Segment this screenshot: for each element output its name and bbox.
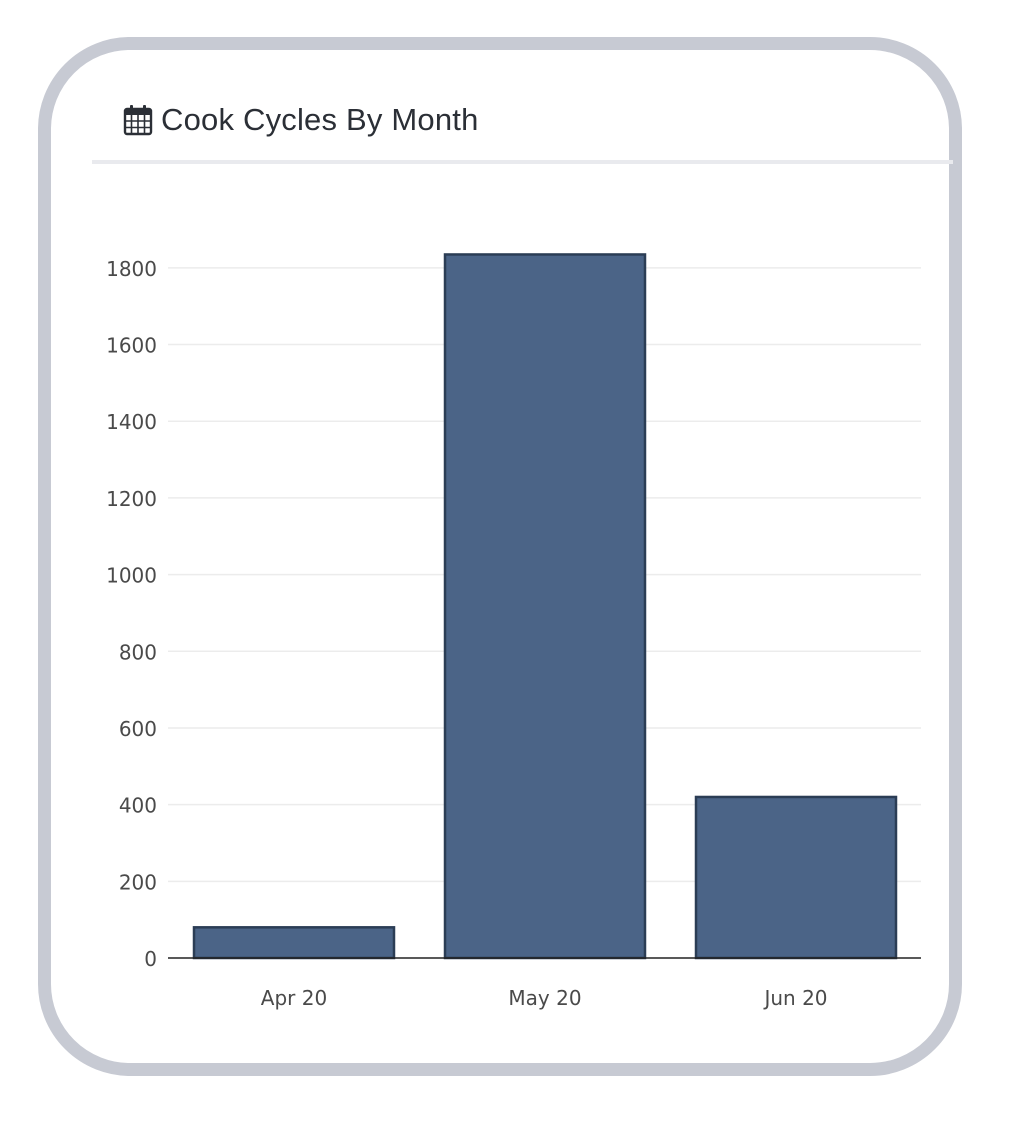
card-header: Cook Cycles By Month — [123, 98, 479, 142]
bar — [443, 253, 647, 960]
y-tick-label: 600 — [119, 717, 157, 741]
y-tick-label: 200 — [119, 870, 157, 894]
bar — [694, 795, 898, 960]
header-divider — [92, 160, 953, 164]
y-tick-label: 400 — [119, 794, 157, 818]
y-tick-label: 1600 — [106, 334, 157, 358]
y-tick-label: 1200 — [106, 487, 157, 511]
y-tick-label: 1800 — [106, 257, 157, 281]
y-tick-label: 1400 — [106, 410, 157, 434]
x-tick-label: May 20 — [508, 986, 581, 1010]
x-axis-ticks: Apr 20 May 20 Jun 20 — [261, 986, 828, 1010]
calendar-icon — [123, 105, 153, 136]
y-axis-ticks: 0 200 400 600 800 1000 1200 1400 1600 1800 — [106, 257, 157, 971]
y-tick-label: 800 — [119, 640, 157, 664]
bar — [192, 926, 396, 960]
x-tick-label: Jun 20 — [762, 986, 827, 1010]
card-title: Cook Cycles By Month — [161, 102, 479, 137]
bars — [192, 253, 898, 960]
x-tick-label: Apr 20 — [261, 986, 327, 1010]
y-tick-label: 1000 — [106, 564, 157, 588]
y-tick-label: 0 — [144, 947, 157, 971]
